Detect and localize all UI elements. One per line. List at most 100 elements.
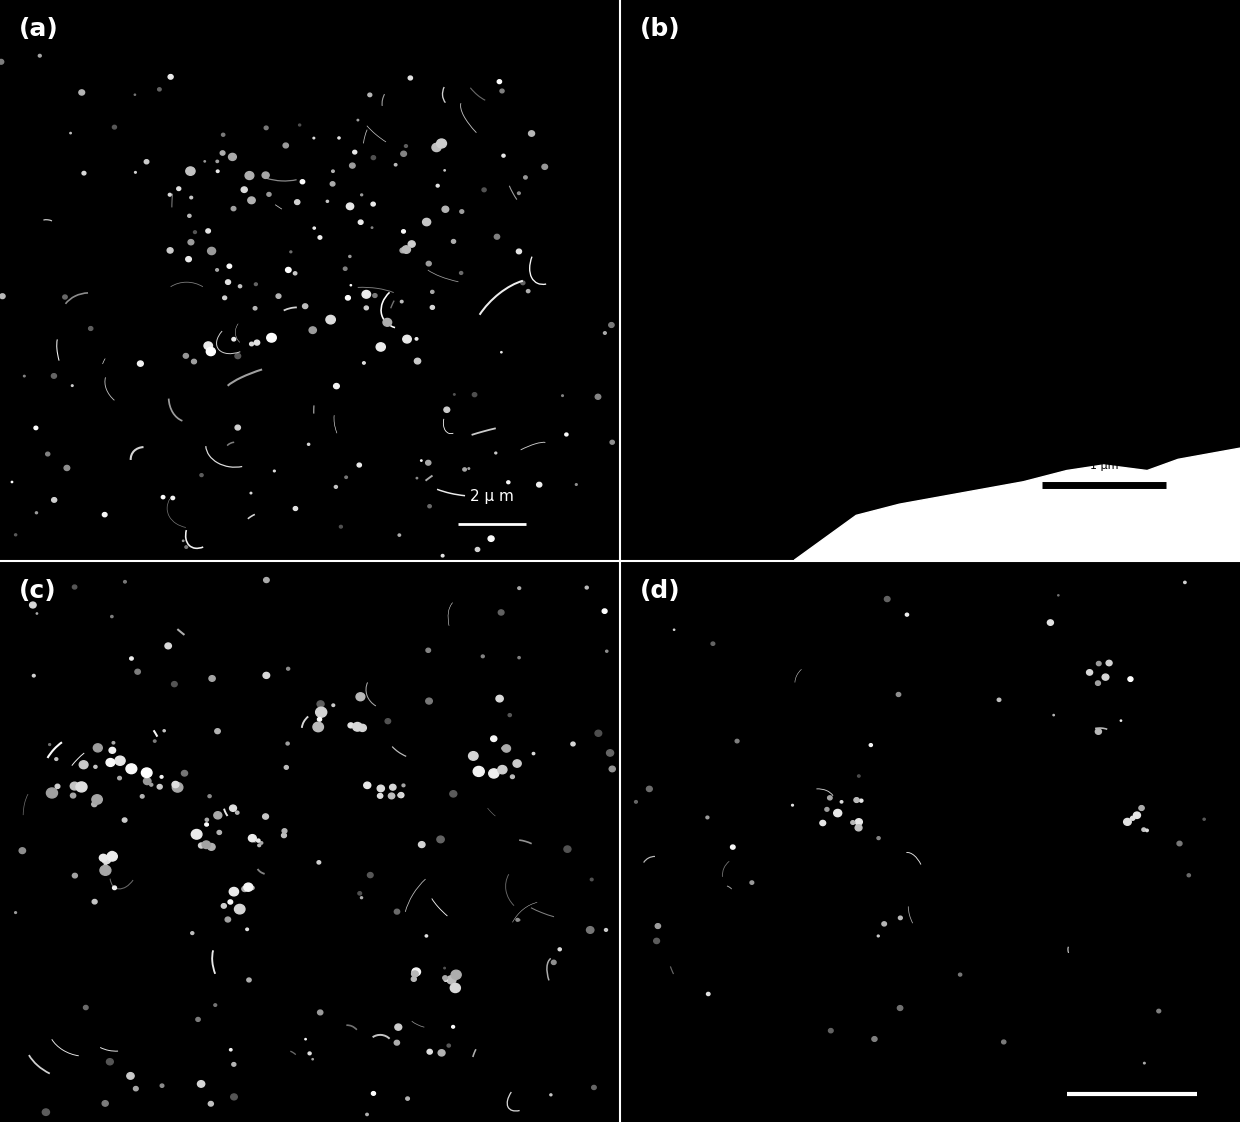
Circle shape <box>216 160 218 163</box>
Circle shape <box>64 466 69 470</box>
Circle shape <box>15 534 16 536</box>
Circle shape <box>264 126 268 130</box>
Circle shape <box>899 917 903 920</box>
Text: 1 μm: 1 μm <box>1090 460 1118 470</box>
Circle shape <box>102 856 110 864</box>
Circle shape <box>414 358 420 364</box>
Circle shape <box>308 1052 311 1055</box>
Circle shape <box>730 845 735 849</box>
Circle shape <box>262 172 269 178</box>
Circle shape <box>110 616 113 617</box>
Circle shape <box>527 289 529 293</box>
Circle shape <box>474 766 485 776</box>
Circle shape <box>366 1113 368 1115</box>
Circle shape <box>337 137 340 139</box>
Circle shape <box>389 794 391 797</box>
Circle shape <box>312 137 315 139</box>
Circle shape <box>165 643 171 649</box>
Circle shape <box>495 234 500 239</box>
Circle shape <box>425 935 428 937</box>
Circle shape <box>609 323 614 328</box>
Circle shape <box>1095 729 1101 734</box>
Circle shape <box>69 132 71 134</box>
Circle shape <box>229 888 238 895</box>
Circle shape <box>401 151 407 156</box>
Circle shape <box>882 922 887 926</box>
Circle shape <box>171 681 177 687</box>
Circle shape <box>475 548 480 551</box>
Circle shape <box>368 93 372 96</box>
Circle shape <box>257 839 260 843</box>
Circle shape <box>161 496 165 498</box>
Circle shape <box>317 1010 322 1014</box>
Circle shape <box>491 736 497 742</box>
Circle shape <box>460 210 464 213</box>
Circle shape <box>263 672 269 679</box>
Circle shape <box>160 775 162 779</box>
Circle shape <box>76 782 87 792</box>
Circle shape <box>236 811 239 815</box>
Circle shape <box>231 1094 237 1100</box>
Circle shape <box>517 192 521 194</box>
Circle shape <box>11 481 12 482</box>
Circle shape <box>502 747 505 749</box>
Circle shape <box>52 498 57 503</box>
Circle shape <box>290 251 291 252</box>
Circle shape <box>55 757 58 761</box>
Circle shape <box>448 1045 450 1047</box>
Circle shape <box>595 730 601 736</box>
Text: (b): (b) <box>640 17 680 40</box>
Circle shape <box>92 900 97 904</box>
Text: (d): (d) <box>640 579 680 603</box>
Circle shape <box>72 385 73 386</box>
Circle shape <box>502 154 505 157</box>
Circle shape <box>305 1039 306 1040</box>
Circle shape <box>521 280 525 285</box>
Circle shape <box>425 698 433 703</box>
Circle shape <box>516 919 520 921</box>
Circle shape <box>884 597 890 601</box>
Circle shape <box>444 169 445 171</box>
Circle shape <box>249 342 253 346</box>
Circle shape <box>428 505 432 508</box>
Circle shape <box>841 801 843 803</box>
Circle shape <box>997 698 1001 701</box>
Circle shape <box>408 76 413 80</box>
Circle shape <box>362 291 371 298</box>
Circle shape <box>330 182 335 186</box>
Circle shape <box>94 765 97 769</box>
Circle shape <box>140 794 144 798</box>
Circle shape <box>1133 812 1141 818</box>
Circle shape <box>496 696 503 702</box>
Circle shape <box>425 460 430 466</box>
Circle shape <box>107 1059 113 1065</box>
Circle shape <box>246 928 248 930</box>
Circle shape <box>412 971 418 977</box>
Circle shape <box>361 896 362 899</box>
Circle shape <box>112 742 115 744</box>
Circle shape <box>1146 829 1148 831</box>
Circle shape <box>858 775 861 778</box>
Circle shape <box>309 327 316 333</box>
Circle shape <box>389 784 396 790</box>
Circle shape <box>345 476 347 478</box>
Polygon shape <box>795 448 1240 560</box>
Circle shape <box>238 285 242 287</box>
Circle shape <box>405 1097 409 1101</box>
Circle shape <box>438 1050 445 1056</box>
Circle shape <box>102 1101 108 1106</box>
Circle shape <box>99 854 107 862</box>
Circle shape <box>206 818 208 821</box>
Circle shape <box>312 227 315 229</box>
Circle shape <box>610 440 614 444</box>
Circle shape <box>0 294 5 298</box>
Circle shape <box>350 285 351 286</box>
Circle shape <box>377 793 383 798</box>
Circle shape <box>157 784 162 789</box>
Circle shape <box>216 171 219 173</box>
Circle shape <box>418 842 425 847</box>
Circle shape <box>36 613 37 614</box>
Circle shape <box>299 125 300 126</box>
Circle shape <box>518 919 520 921</box>
Circle shape <box>19 848 26 854</box>
